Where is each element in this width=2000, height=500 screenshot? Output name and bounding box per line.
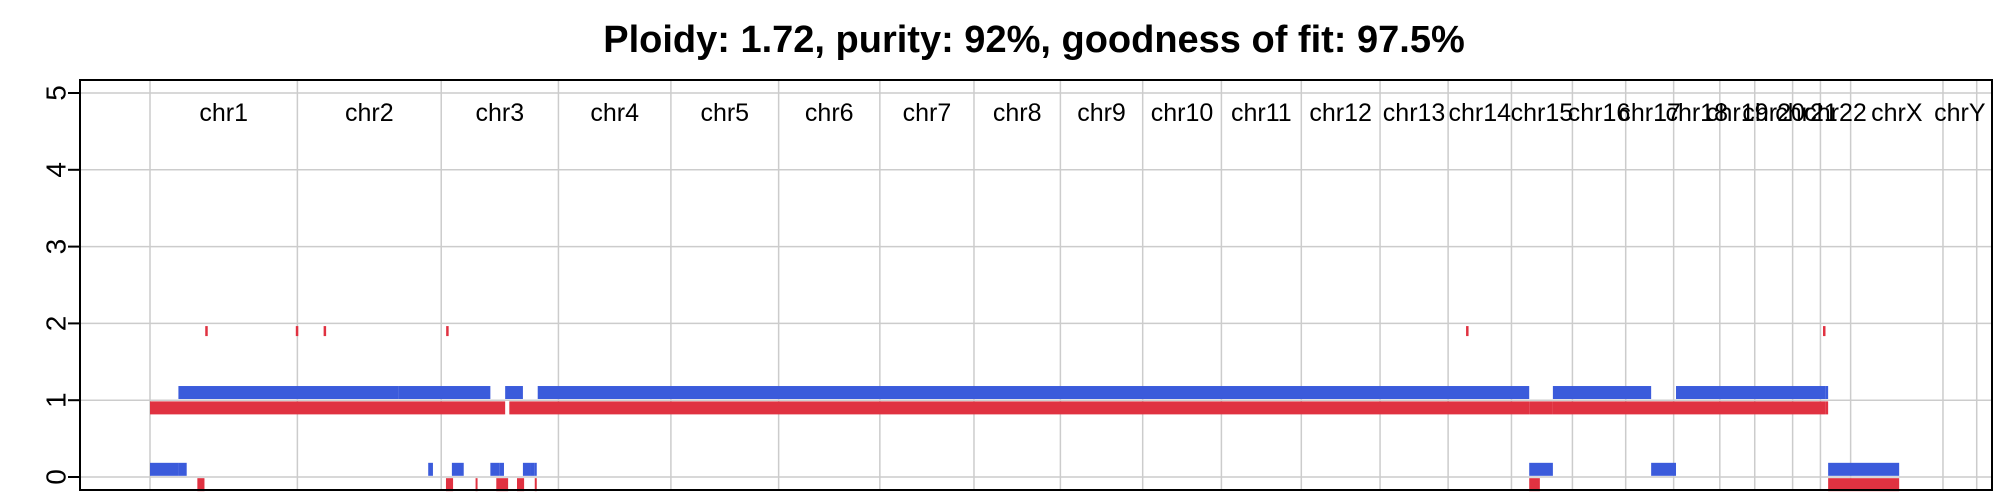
major-segment-3: [428, 462, 433, 476]
major-segment-14: [1552, 386, 1652, 400]
chromosome-label-chr21: chr21: [1775, 99, 1838, 127]
major-segment-5: [499, 462, 504, 476]
chromosome-labels: chr1 chr2 chr3 chr4 chr5 chr6 chr7 chr8 chr9 chr1…: [199, 99, 1985, 127]
minor-segment-3: [1552, 401, 1826, 415]
plot-frame: [79, 79, 1993, 491]
chromosome-label-chr11: chr11: [1231, 99, 1292, 127]
chromosome-label-chr18: chr18: [1665, 99, 1728, 127]
y-axis: 0 1 2 3 4 5: [40, 85, 81, 485]
chromosome-label-chr22: chr22: [1804, 99, 1867, 127]
chromosome-label-chr3: chr3: [476, 99, 525, 127]
minor-tick-4: [1466, 326, 1469, 337]
major-segment-15: [1651, 462, 1677, 476]
minor-tick-5: [1822, 326, 1826, 337]
chart-title: Ploidy: 1.72, purity: 92%, goodness of f…: [603, 19, 1465, 61]
major-segment-17: [1825, 386, 1829, 400]
major-segment-8: [490, 462, 500, 476]
chromosome-label-chr2: chr2: [345, 99, 394, 127]
y-tick-label-3: 3: [40, 239, 71, 255]
chromosome-label-chr12: chr12: [1309, 99, 1372, 127]
major-segment-11: [534, 462, 537, 476]
major-segment-10: [530, 462, 535, 476]
chromosome-label-chrX: chrX: [1871, 99, 1923, 127]
minor-segment-1: [509, 401, 1530, 415]
chromosome-label-chr19: chr19: [1706, 99, 1769, 127]
minor-segment-4: [1825, 401, 1829, 415]
chromosome-label-chrY: chrY: [1934, 99, 1986, 127]
chromosome-label-chr15: chr15: [1511, 99, 1574, 127]
major-segment-7: [398, 386, 491, 400]
minor-tick-2: [323, 326, 327, 337]
chromosome-label-chr7: chr7: [903, 99, 952, 127]
chromosome-label-chr1: chr1: [199, 99, 248, 127]
chromosome-label-chr5: chr5: [700, 99, 749, 127]
chromosome-label-chr8: chr8: [993, 99, 1042, 127]
minor-segment-2: [1529, 401, 1553, 415]
major-segment-1: [178, 462, 187, 476]
minor-segment-6: [1529, 478, 1540, 492]
major-segment-0: [150, 462, 179, 476]
y-tick-label-4: 4: [40, 162, 71, 178]
chromosome-label-chr10: chr10: [1151, 99, 1214, 127]
grid: [80, 80, 1992, 490]
chromosome-label-chr16: chr16: [1568, 99, 1631, 127]
major-segment-13: [1529, 462, 1553, 476]
major-segment-12: [537, 386, 1530, 400]
chromosome-label-chr6: chr6: [805, 99, 854, 127]
y-tick-label-5: 5: [40, 85, 71, 101]
major-segment-6: [522, 462, 531, 476]
minor-segment-9: [475, 478, 478, 492]
major-segment-2: [178, 386, 399, 400]
major-segment-4: [451, 462, 464, 476]
major-segment-16: [1676, 386, 1826, 400]
minor-segment-10: [496, 478, 509, 492]
chromosome-label-chr20: chr20: [1742, 99, 1805, 127]
minor-tick-0: [205, 326, 208, 337]
minor-segment-7: [197, 478, 205, 492]
minor-tick-3: [446, 326, 449, 337]
major-segment-9: [505, 386, 523, 400]
chromosome-label-chr17: chr17: [1618, 99, 1681, 127]
minor-tick-1: [295, 326, 299, 337]
chromosome-label-chr9: chr9: [1077, 99, 1126, 127]
minor-segment-5: [1828, 478, 1900, 492]
chromosome-label-chr14: chr14: [1449, 99, 1512, 127]
chromosome-label-chr4: chr4: [590, 99, 639, 127]
chromosome-label-chr13: chr13: [1383, 99, 1446, 127]
minor-segment-12: [534, 478, 537, 492]
major-segment-18: [1828, 462, 1900, 476]
y-tick-label-2: 2: [40, 316, 71, 332]
y-tick-label-0: 0: [40, 469, 71, 485]
minor-segment-11: [517, 478, 525, 492]
minor-segment-0: [150, 401, 506, 415]
minor-segment-8: [445, 478, 454, 492]
y-tick-label-1: 1: [40, 392, 71, 408]
segments: [150, 326, 1900, 492]
